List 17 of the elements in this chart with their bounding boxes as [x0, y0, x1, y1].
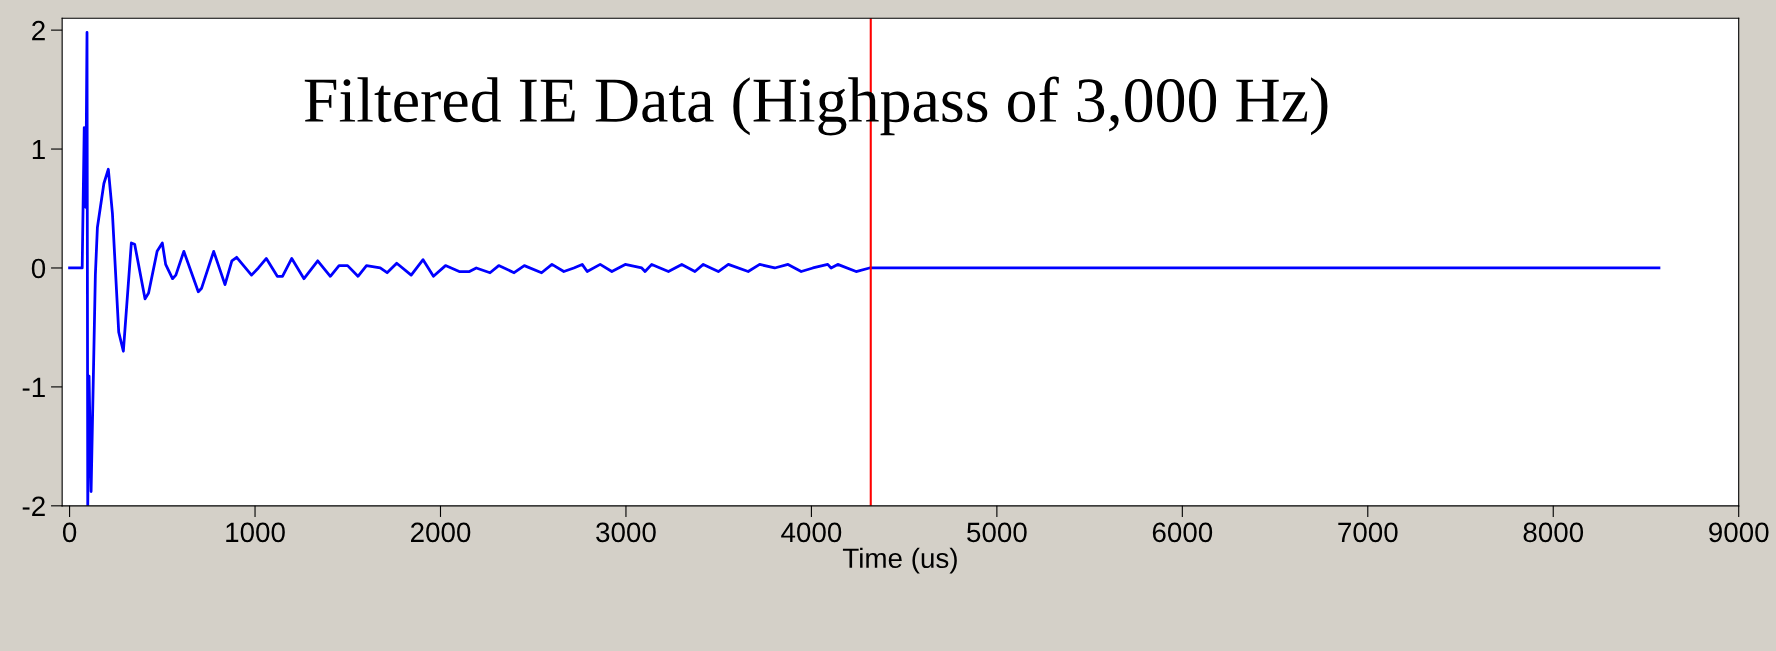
y-tick-label: 1 — [32, 140, 45, 160]
x-tick-label: 5000 — [967, 522, 1027, 543]
y-tick-label: -1 — [22, 377, 45, 397]
x-tick-label: 8000 — [1523, 522, 1584, 543]
x-tick-label: 0 — [62, 522, 77, 543]
x-tick-label: 1000 — [226, 522, 285, 543]
x-tick-label: 4000 — [781, 522, 842, 543]
x-axis-title: Time (us) — [842, 547, 957, 574]
line-series — [68, 31, 1661, 506]
x-tick-label: 6000 — [1152, 522, 1213, 543]
x-tick-label: 2000 — [411, 522, 471, 543]
y-tick-label: 0 — [31, 258, 46, 279]
x-tick-label: 7000 — [1338, 522, 1398, 543]
x-tick-label: 9000 — [1709, 522, 1769, 543]
y-tick-label: -2 — [22, 496, 45, 516]
y-tick-label: 2 — [32, 20, 45, 41]
x-tick-label: 3000 — [596, 522, 656, 543]
